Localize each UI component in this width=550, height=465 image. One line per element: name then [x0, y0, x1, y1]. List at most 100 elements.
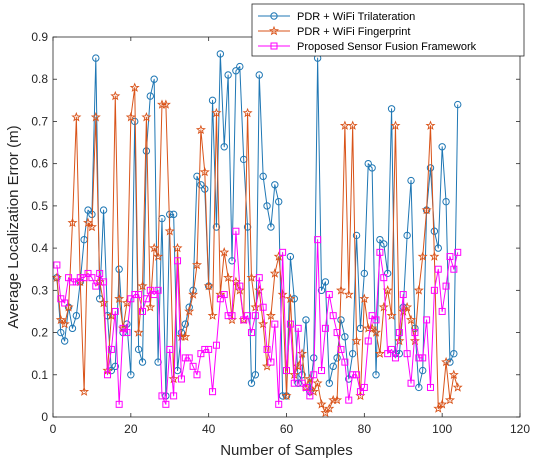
- series-2-point: [191, 259, 203, 270]
- series-2-point: [316, 399, 327, 409]
- legend-marker: [268, 25, 280, 36]
- series-3-point: [372, 316, 380, 324]
- series-2-point: [277, 289, 288, 299]
- legend-label: Proposed Sensor Fusion Framework: [297, 41, 477, 53]
- series-2-point: [141, 111, 152, 122]
- series-2-point: [452, 382, 463, 392]
- x-tick-label: 0: [50, 422, 57, 436]
- series-2-point: [215, 289, 226, 299]
- series-3-point: [170, 392, 178, 400]
- series-3-point: [76, 274, 84, 282]
- series-1-point: [212, 223, 221, 231]
- series-2-point: [51, 272, 62, 282]
- series-layer: [51, 50, 463, 418]
- series-1-point: [193, 172, 201, 181]
- series-2-point: [258, 318, 269, 329]
- series-3-point: [154, 286, 162, 294]
- series-3-point: [419, 354, 427, 362]
- series-3-point: [384, 350, 392, 358]
- series-3-point: [247, 329, 255, 337]
- series-3-point: [103, 371, 111, 379]
- series-1-point: [348, 349, 357, 358]
- series-2-point: [110, 90, 121, 101]
- series-3-point: [267, 358, 275, 366]
- series-1-point: [360, 269, 369, 278]
- series-2-point: [67, 217, 78, 228]
- series-3-point: [360, 383, 368, 391]
- series-2-point: [223, 272, 234, 282]
- y-tick-label: 0.7: [31, 114, 48, 128]
- series-2-point: [441, 356, 452, 367]
- series-2-point: [203, 280, 214, 291]
- series-1-point: [403, 231, 411, 240]
- series-1-point: [430, 227, 439, 235]
- series-1-point: [446, 358, 454, 366]
- series-3-point: [197, 350, 205, 358]
- series-1-point: [263, 202, 271, 210]
- series-3-point: [131, 291, 139, 299]
- series-1: [53, 50, 462, 400]
- series-3-point: [146, 286, 154, 294]
- series-3-point: [61, 299, 69, 307]
- series-2-point: [199, 166, 210, 177]
- series-2-point: [133, 327, 144, 337]
- series-3-point: [80, 274, 88, 282]
- x-tick-label: 20: [124, 422, 138, 436]
- x-tick-label: 40: [202, 422, 216, 436]
- series-1-point: [376, 235, 384, 244]
- series-2-point: [433, 403, 444, 413]
- series-3-point: [57, 295, 65, 303]
- series-3-point: [298, 379, 306, 387]
- series-1-point: [442, 197, 450, 206]
- series-3-point: [212, 341, 220, 349]
- series-3-point: [111, 307, 119, 315]
- series-2-point: [82, 217, 94, 228]
- series-2-point: [149, 242, 160, 253]
- series-3-point: [415, 354, 423, 362]
- series-3-point: [279, 248, 287, 256]
- series-2-point: [394, 335, 405, 346]
- series-3-point: [174, 257, 182, 265]
- series-1-point: [232, 67, 240, 75]
- series-3-point: [356, 388, 364, 396]
- series-3-point: [329, 312, 337, 320]
- series-1-point: [127, 371, 135, 379]
- series-1-point: [450, 349, 458, 358]
- series-3-point: [283, 367, 290, 375]
- series-3-point: [96, 269, 104, 277]
- series-2-point: [184, 306, 195, 316]
- series-2-point: [297, 348, 308, 358]
- series-3-point: [251, 312, 259, 320]
- series-2-point: [409, 335, 420, 346]
- series-1-point: [275, 197, 283, 206]
- series-3-point: [107, 345, 115, 353]
- series-2-point: [250, 301, 261, 312]
- series-3-point: [364, 337, 372, 345]
- series-1-point: [426, 164, 435, 172]
- series-2-point: [90, 111, 101, 122]
- legend-label: PDR + WiFi Fingerprint: [297, 26, 410, 38]
- legend: PDR + WiFi Trilateration PDR + WiFi Finge…: [251, 3, 525, 57]
- x-axis-title: Number of Samples: [220, 442, 353, 459]
- x-tick-label: 60: [280, 422, 294, 436]
- series-3-point: [236, 282, 244, 290]
- series-1-point: [259, 172, 267, 181]
- series-1-point: [341, 333, 349, 341]
- series-3-point: [446, 253, 454, 261]
- series-2-point: [285, 293, 296, 304]
- series-2-point: [195, 124, 206, 135]
- series-3-point: [399, 291, 407, 299]
- series-2-point: [351, 335, 362, 346]
- series-1-point: [434, 244, 442, 252]
- series-3-point: [345, 396, 353, 404]
- series-2-point: [164, 225, 175, 236]
- series-3-point: [263, 345, 271, 353]
- series-2-point: [180, 331, 191, 342]
- series-3-point: [115, 400, 123, 408]
- series-3-point: [127, 295, 135, 303]
- series-1-point: [251, 371, 260, 379]
- series-2-point: [269, 268, 280, 278]
- series-3-point: [220, 291, 228, 299]
- series-1-point: [419, 366, 427, 375]
